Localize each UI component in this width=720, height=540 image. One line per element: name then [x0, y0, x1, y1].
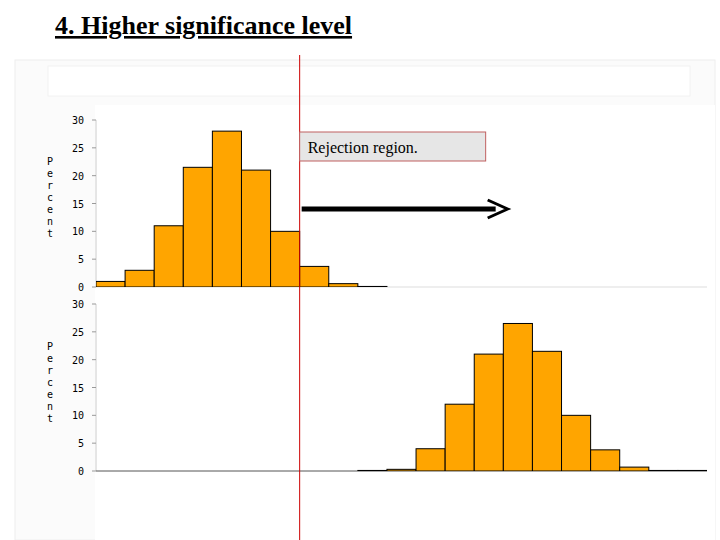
bar: [562, 287, 591, 288]
y-axis-label-letter: e: [47, 168, 53, 179]
y-axis-label-letter: P: [47, 156, 53, 167]
y-axis-label-letter: c: [47, 377, 53, 388]
y-axis-label-letter: r: [47, 180, 53, 191]
bar: [387, 287, 416, 288]
y-tick-label: 25: [72, 327, 84, 338]
y-tick: [92, 259, 96, 260]
y-tick-label: 0: [78, 282, 84, 293]
bar: [445, 404, 474, 471]
critical-line: [299, 55, 300, 540]
bar: [532, 287, 561, 288]
y-axis-label-letter: t: [47, 413, 53, 424]
y-tick-label: 30: [72, 115, 84, 126]
bar: [329, 471, 358, 472]
bar: [474, 287, 503, 288]
plot-background: [95, 105, 715, 540]
y-tick-label: 20: [72, 355, 84, 366]
bar: [300, 266, 329, 287]
y-axis-label-letter: c: [47, 192, 53, 203]
y-tick-label: 10: [72, 226, 84, 237]
y-tick: [92, 175, 96, 176]
y-tick: [92, 331, 96, 332]
y-axis-label-letter: n: [47, 216, 53, 227]
bar: [562, 415, 591, 471]
y-axis-label-letter: e: [47, 353, 53, 364]
bar: [241, 170, 270, 287]
bar: [358, 470, 387, 471]
bar: [678, 287, 707, 288]
y-tick-label: 0: [78, 466, 84, 477]
bar: [416, 287, 445, 288]
y-tick: [92, 304, 96, 305]
bar: [503, 323, 532, 471]
bar: [532, 351, 561, 471]
y-tick-label: 5: [78, 254, 84, 265]
bar: [212, 131, 241, 287]
bar: [416, 449, 445, 471]
bar: [649, 470, 678, 471]
y-axis-label: Percent: [47, 341, 53, 424]
y-tick: [92, 471, 96, 472]
bar: [271, 231, 300, 287]
bar: [125, 270, 154, 287]
y-axis-label-letter: e: [47, 204, 53, 215]
bar: [212, 471, 241, 472]
annotation: Rejection region.: [308, 139, 418, 157]
arrow-shaft: [302, 207, 496, 212]
bar: [649, 287, 678, 288]
frame: [15, 60, 715, 540]
y-tick: [92, 203, 96, 204]
bar: [387, 469, 416, 471]
y-axis-label-letter: P: [47, 341, 53, 352]
bar: [96, 471, 125, 472]
bar: [96, 281, 125, 287]
bar: [620, 287, 649, 288]
bar: [300, 471, 329, 472]
y-tick-label: 15: [72, 199, 84, 210]
bar: [154, 226, 183, 287]
bar: [678, 470, 707, 471]
y-tick-label: 30: [72, 299, 84, 310]
y-tick-label: 10: [72, 410, 84, 421]
y-tick: [92, 147, 96, 148]
arrow-head: [488, 200, 508, 218]
bar: [503, 287, 532, 288]
bar: [358, 286, 387, 287]
y-axis-label: Percent: [47, 156, 53, 239]
y-tick: [92, 415, 96, 416]
bar: [445, 287, 474, 288]
y-tick: [92, 231, 96, 232]
y-tick: [92, 359, 96, 360]
y-axis-label-letter: t: [47, 228, 53, 239]
y-tick-label: 25: [72, 143, 84, 154]
canvas: 4. Higher significance level 0 5 10 15 20 25 30…: [0, 0, 720, 540]
y-axis-label-letter: r: [47, 365, 53, 376]
bar: [241, 471, 270, 472]
y-tick-label: 15: [72, 383, 84, 394]
bar: [271, 471, 300, 472]
annotation-box: [300, 132, 486, 161]
y-tick-label: 5: [78, 438, 84, 449]
y-tick: [92, 120, 96, 121]
bar: [125, 471, 154, 472]
bar: [183, 167, 212, 287]
y-axis-label-letter: e: [47, 389, 53, 400]
bars: [358, 323, 707, 471]
bar: [154, 471, 183, 472]
y-axis-label-letter: n: [47, 401, 53, 412]
y-tick: [92, 443, 96, 444]
y-tick-label: 20: [72, 171, 84, 182]
bar: [620, 467, 649, 471]
bar: [474, 354, 503, 471]
y-tick: [92, 387, 96, 388]
blank-box: [48, 66, 690, 96]
y-tick: [92, 287, 96, 288]
bar: [329, 284, 358, 287]
bar: [591, 450, 620, 471]
bar: [183, 471, 212, 472]
bar: [591, 287, 620, 288]
title: 4. Higher significance level: [55, 11, 352, 40]
